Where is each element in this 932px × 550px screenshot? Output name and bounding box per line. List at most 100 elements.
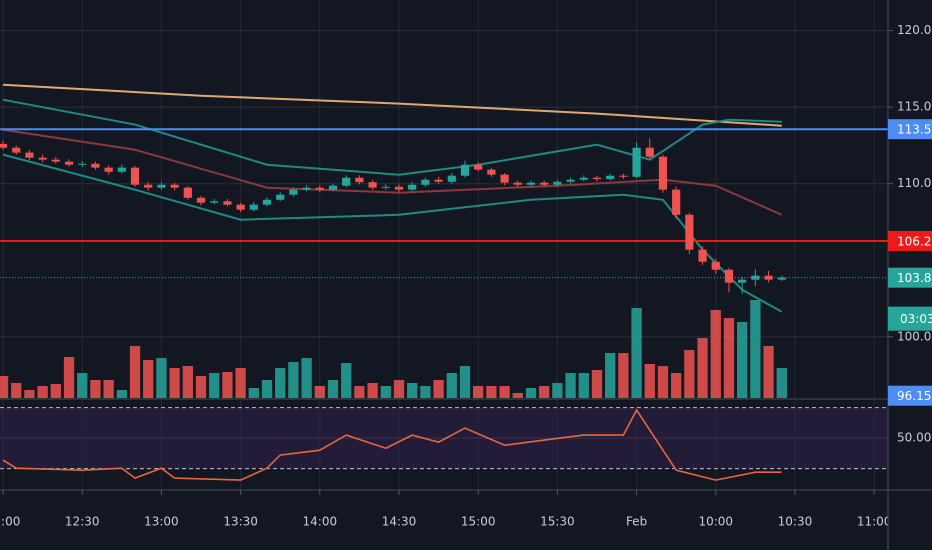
- candle-body: [25, 152, 34, 158]
- volume-bar: [222, 372, 233, 398]
- volume-bar: [143, 360, 154, 398]
- volume-bar: [103, 380, 114, 398]
- candle-body: [500, 174, 509, 183]
- candle-body: [553, 181, 562, 185]
- candle-body: [276, 194, 285, 200]
- volume-bar: [327, 380, 339, 398]
- indicator-line: [2, 98, 782, 176]
- volume-bar: [618, 353, 629, 398]
- volume-bar: [116, 390, 127, 398]
- volume-bar: [182, 366, 193, 398]
- candle-body: [117, 167, 126, 172]
- candle-body: [249, 204, 258, 210]
- volume-bar: [684, 350, 695, 398]
- volume-bar: [631, 308, 642, 398]
- volume-bar: [605, 353, 616, 398]
- candle-body: [487, 169, 496, 175]
- volume-bar: [473, 386, 484, 398]
- x-tick-label: Feb: [626, 515, 647, 529]
- volume-bar: [578, 373, 589, 398]
- candle-body: [236, 204, 245, 210]
- volume-bar: [301, 358, 312, 398]
- volume-bar: [763, 346, 774, 398]
- price-badge: 106.26: [888, 230, 932, 251]
- volume-bar: [24, 390, 35, 398]
- candle-body: [130, 167, 140, 185]
- candle-body: [460, 164, 470, 176]
- volume-bar: [248, 388, 259, 398]
- y-tick-label: 100.00: [897, 329, 932, 343]
- volume-bar: [723, 318, 735, 398]
- y-tick-label: 120.00: [897, 23, 932, 37]
- volume-bar: [446, 373, 457, 398]
- candle-body: [368, 182, 377, 188]
- candle-body: [289, 189, 298, 195]
- volume-bar: [737, 322, 748, 398]
- x-tick-label: 10:30: [778, 515, 813, 529]
- volume-bar: [235, 368, 246, 398]
- candle-body: [447, 175, 456, 182]
- volume-bar: [275, 368, 286, 398]
- marker-badge: 96.15: [888, 385, 932, 406]
- price-badge-label: 103.86: [897, 271, 932, 285]
- volume-bar: [776, 368, 787, 398]
- volume-bar: [37, 386, 48, 398]
- candle-body: [513, 182, 522, 185]
- candle-body: [170, 184, 179, 188]
- volume-bar: [697, 338, 708, 398]
- price-badge: 103.86: [888, 267, 932, 288]
- x-tick-label: 14:00: [303, 515, 338, 529]
- candle-body: [144, 184, 153, 188]
- volume-bar: [750, 300, 761, 398]
- volume-bar: [393, 380, 405, 398]
- volume-bar: [90, 380, 101, 398]
- volume-bar: [420, 386, 431, 398]
- candle-body: [592, 177, 602, 180]
- volume-bar: [0, 376, 9, 398]
- volume-bar: [129, 346, 141, 398]
- volume-bar: [169, 368, 180, 398]
- candle-body: [751, 275, 760, 280]
- candle-body: [698, 249, 707, 262]
- indicator-line: [2, 83, 782, 127]
- volume-bar: [459, 366, 471, 398]
- volume-bar: [11, 383, 22, 398]
- candle-body: [764, 275, 773, 280]
- candle-body: [434, 179, 443, 182]
- volume-bar: [565, 373, 576, 398]
- candle-body: [632, 147, 641, 177]
- y-tick-label: 115.00: [897, 100, 932, 114]
- volume-bar: [209, 373, 220, 398]
- candle-body: [51, 159, 60, 162]
- candle-body: [104, 167, 113, 172]
- candle-body: [540, 182, 549, 185]
- volume-bar: [407, 383, 418, 398]
- volume-bar: [552, 383, 563, 398]
- candle-body: [658, 156, 668, 190]
- candle-body: [64, 161, 74, 165]
- rsi-tick-label: 50.00: [897, 431, 931, 445]
- volume-bar: [657, 366, 669, 398]
- volume-bar: [156, 358, 167, 398]
- price-badge-label: 113.56: [897, 123, 932, 137]
- candle-body: [645, 147, 654, 157]
- candle-body: [315, 187, 324, 190]
- x-tick-label: 14:30: [382, 515, 417, 529]
- candle-body: [210, 201, 219, 203]
- volume-bar: [288, 362, 299, 398]
- candle-body: [328, 185, 338, 190]
- candle-body: [685, 214, 694, 250]
- volume-bar: [261, 380, 273, 398]
- volume-bar: [710, 310, 721, 398]
- x-tick-label: 13:30: [223, 515, 258, 529]
- volume-bar: [50, 384, 61, 398]
- volume-bar: [195, 376, 207, 398]
- price-badge-bg: [888, 267, 932, 288]
- candle-body: [526, 182, 536, 185]
- volume-bar: [486, 386, 497, 398]
- rsi-pane: [0, 400, 888, 490]
- price-badge-bg: [888, 230, 932, 251]
- rsi-line: [2, 408, 782, 481]
- volume-bar: [433, 380, 444, 398]
